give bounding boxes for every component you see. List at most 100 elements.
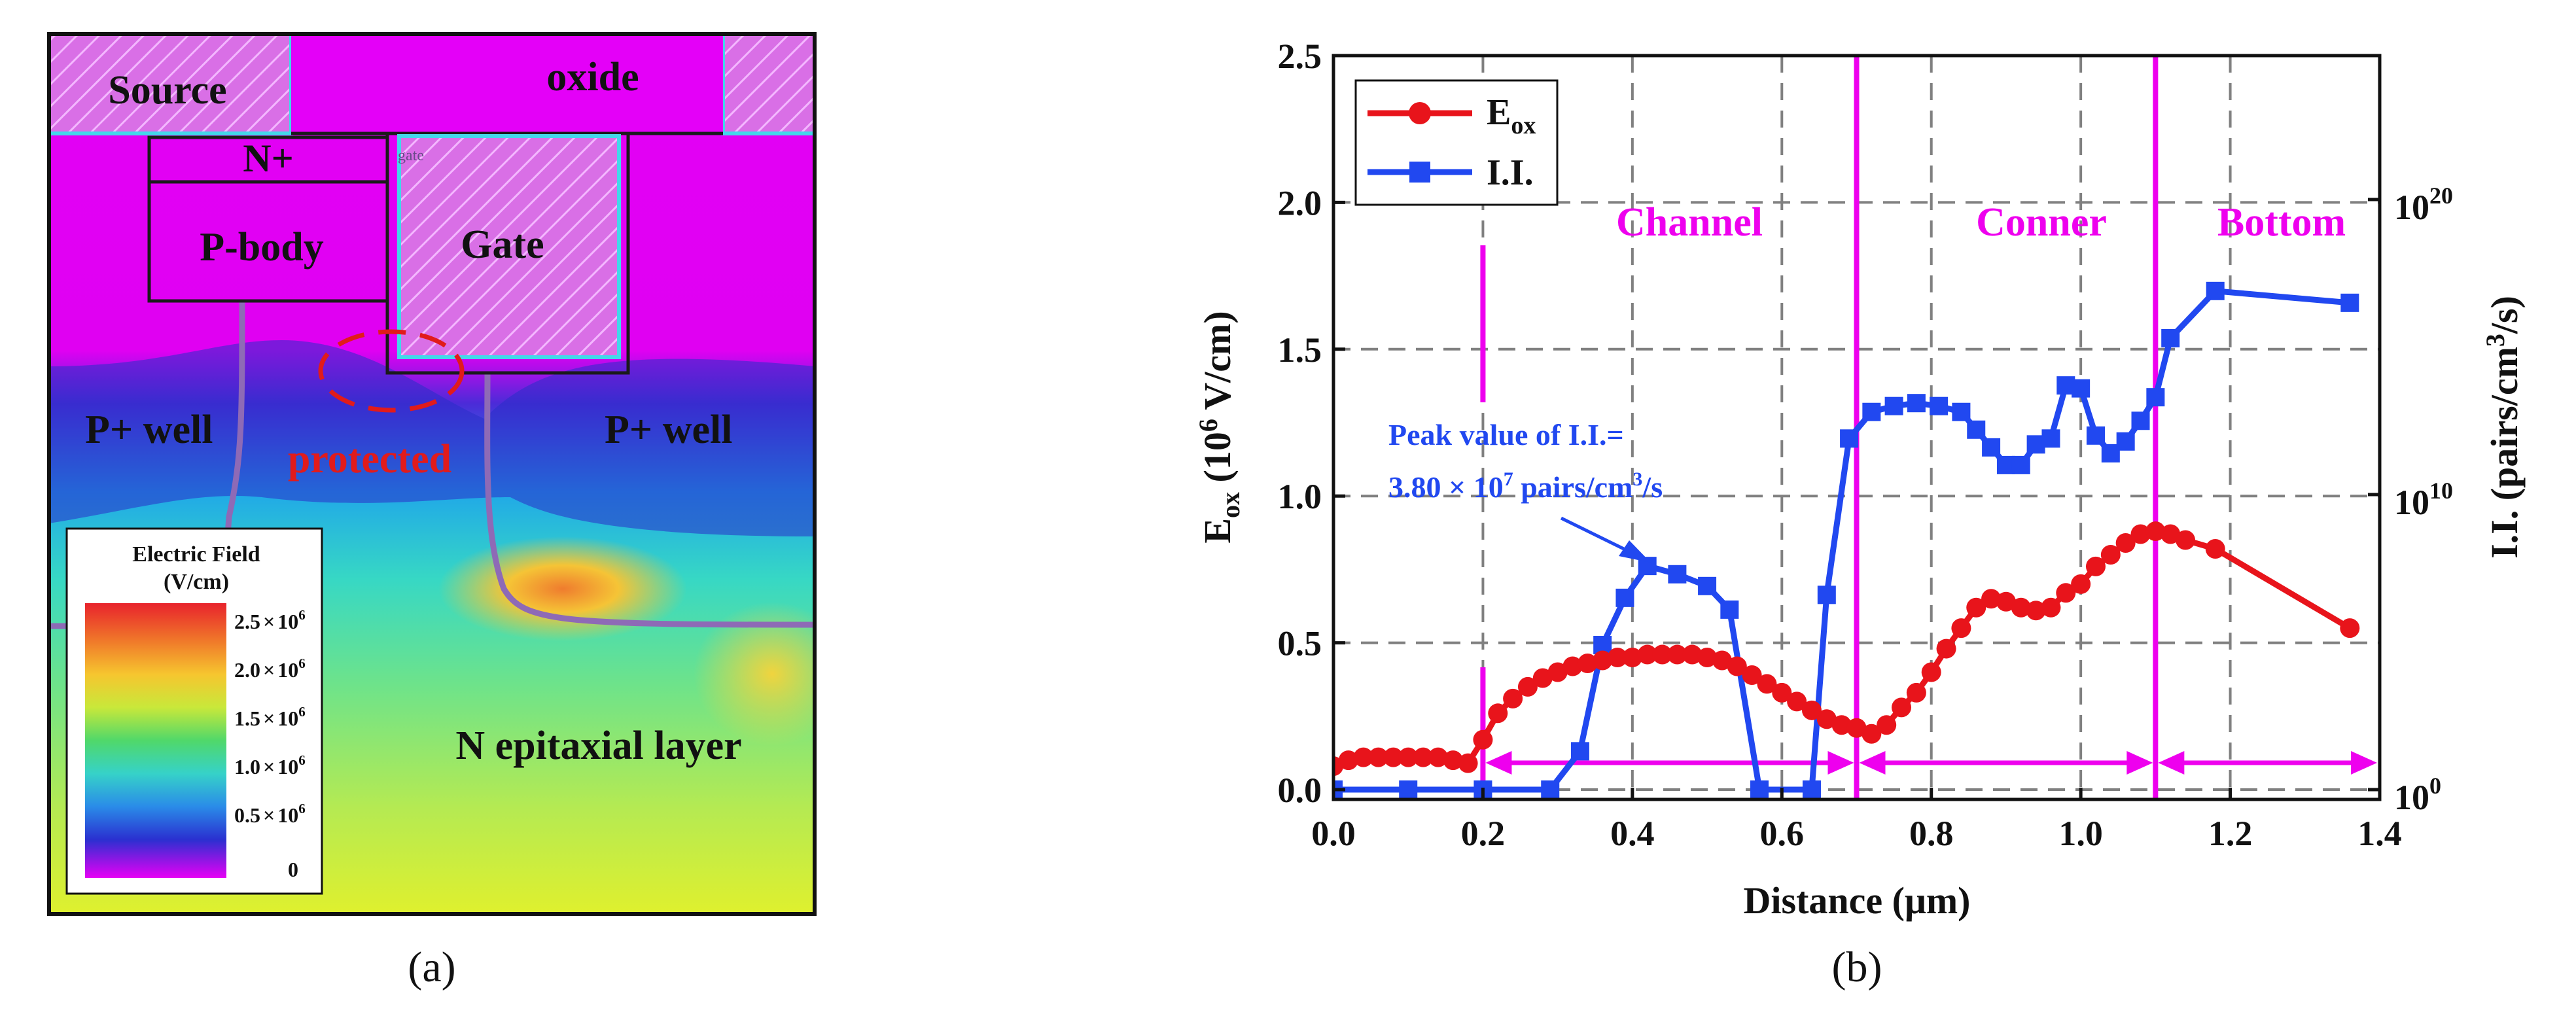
svg-text:0.5×106: 0.5 × 106 — [234, 801, 306, 827]
x-tick-label: 0.8 — [1909, 814, 1954, 853]
eox-point — [1877, 715, 1897, 735]
x-axis-label: Distance (μm) — [1744, 879, 1971, 922]
legend-entry: 2.0 × 106 — [234, 656, 306, 682]
eox-point — [2026, 601, 2046, 621]
hot-spot-yellow — [694, 602, 815, 746]
label-p-well-right: P+ well — [605, 408, 732, 452]
ii-point — [1698, 576, 1717, 595]
eox-point — [1846, 718, 1867, 738]
ii-point — [1862, 402, 1881, 421]
eox-point — [1637, 644, 1657, 665]
eox-point — [2115, 533, 2136, 553]
eox-point — [1667, 644, 1687, 665]
y-left-tick-label: 2.0 — [1278, 183, 1322, 222]
ii-point — [1884, 396, 1903, 415]
y-left-tick-label: 1.5 — [1278, 330, 1322, 370]
eox-point — [1517, 676, 1538, 697]
label-source: Source — [108, 68, 226, 113]
ii-point — [1982, 438, 2001, 457]
ii-point — [1615, 588, 1634, 607]
ii-point — [1720, 600, 1739, 619]
legend-entry: 2.5 × 106 — [234, 607, 306, 633]
label-p-body: P-body — [200, 225, 323, 270]
ii-point — [1930, 396, 1949, 415]
region-label-channel: Channel — [1616, 200, 1763, 245]
x-tick-label: 1.2 — [2208, 814, 2253, 853]
ii-point — [2072, 379, 2091, 398]
eox-point — [1503, 688, 1523, 708]
x-tick-label: 0.2 — [1461, 814, 1506, 853]
region-arrowhead — [2126, 751, 2153, 775]
series-eox — [1333, 521, 2360, 777]
label-protected: protected — [288, 437, 451, 481]
ii-point — [2206, 281, 2225, 300]
ii-point — [2086, 426, 2105, 445]
eox-point — [1831, 715, 1852, 735]
field-legend: Electric Field (V/cm) 2.5 × 106 2.0 × 106 1.… — [65, 527, 323, 895]
hot-spot-orange — [438, 536, 687, 641]
panel-a-field-map: Source oxide N+ gate P-body Gate P+ well… — [47, 32, 817, 991]
eox-point — [1981, 589, 2002, 609]
eox-point — [1996, 591, 2016, 612]
y-left-axis-label: Eox (106 V/cm) — [1193, 311, 1245, 543]
eox-point — [1712, 650, 1732, 671]
legend-title-line2: (V/cm) — [164, 570, 229, 594]
legend-marker-eox — [1409, 102, 1431, 124]
eox-point — [1727, 656, 1747, 676]
y-right-tick-label: 100 — [2394, 773, 2441, 817]
eox-point — [1622, 648, 1642, 668]
eox-point — [1757, 674, 1777, 694]
eox-point — [1787, 691, 1807, 712]
label-p-well-left: P+ well — [85, 408, 213, 452]
label-oxide: oxide — [546, 55, 639, 99]
eox-point — [2145, 521, 2166, 542]
eox-point — [1578, 654, 1598, 674]
eox-point — [1921, 662, 1941, 682]
panel-b-caption: (b) — [1832, 943, 1882, 991]
ii-point — [2146, 388, 2165, 407]
panel-a-caption: (a) — [408, 943, 455, 991]
source-contact — [49, 34, 293, 135]
region-label-corner: Conner — [1976, 200, 2107, 245]
legend-label-ii: I.I. — [1487, 152, 1534, 193]
y-left-tick-label: 0.0 — [1278, 771, 1322, 810]
ii-point — [1668, 565, 1687, 584]
eox-point — [2071, 574, 2091, 594]
y-left-tick-label: 1.0 — [1278, 477, 1322, 516]
svg-text:2.0×106: 2.0 × 106 — [234, 656, 306, 682]
y-right-tick-label: 1020 — [2394, 183, 2453, 227]
ii-point — [2340, 293, 2359, 312]
svg-text:1.0×106: 1.0 × 106 — [234, 752, 306, 778]
region-arrowhead — [1485, 751, 1512, 775]
ii-line — [1333, 288, 2350, 793]
eox-point — [1697, 648, 1718, 668]
eox-point — [1488, 703, 1508, 724]
eox-point — [1936, 638, 1956, 659]
ticks: 0.0 0.2 0.4 0.6 0.8 1.0 1.2 1.4 0.0 0.5 1.0 1.5 2.0 2… — [1278, 37, 2454, 853]
eox-point — [1593, 650, 1613, 671]
annotation-arrowhead — [1619, 540, 1651, 563]
ii-point — [2161, 328, 2180, 347]
ii-point — [2041, 429, 2060, 448]
eox-point — [1562, 656, 1583, 676]
ii-point — [1817, 586, 1836, 604]
legend-entry: 0 — [288, 858, 298, 881]
plot-frame — [1332, 54, 2382, 801]
eox-point — [1682, 644, 1703, 665]
x-tick-label: 0.4 — [1610, 814, 1655, 853]
ii-point — [1840, 429, 1859, 448]
legend-marker-ii — [1409, 162, 1430, 183]
y-left-tick-label: 2.5 — [1278, 37, 1322, 76]
ii-point — [1399, 780, 1418, 799]
legend-entry: 1.0 × 106 — [234, 752, 306, 778]
eox-point — [1473, 729, 1493, 750]
eox-point — [2011, 597, 2031, 618]
chart-legend: Eox I.I. — [1354, 79, 1559, 206]
protected-region-marker — [318, 329, 465, 413]
eox-point — [2130, 524, 2151, 544]
eox-point — [1532, 668, 1553, 688]
x-tick-label: 0.0 — [1311, 814, 1356, 853]
ii-point — [1541, 780, 1560, 799]
eox-point — [1547, 662, 1568, 682]
